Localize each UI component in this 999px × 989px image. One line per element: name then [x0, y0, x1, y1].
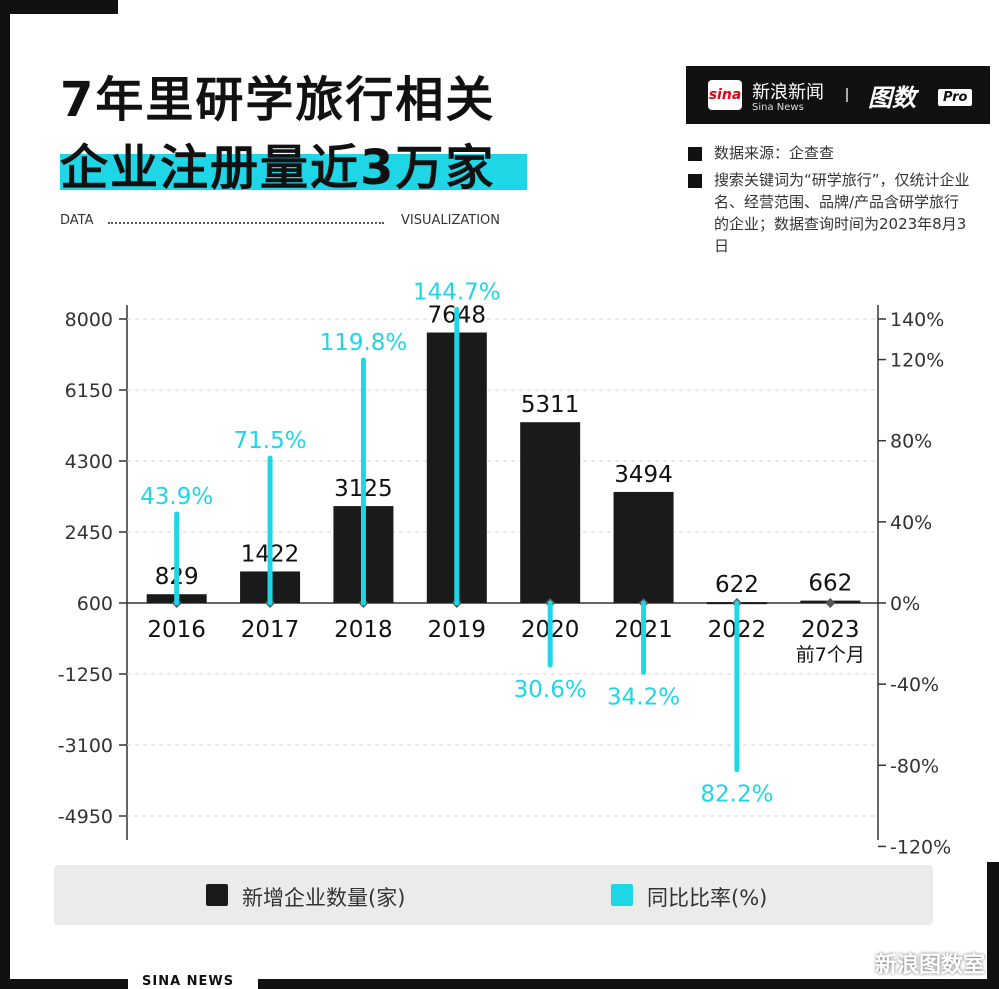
left-tick-label: -1250	[58, 664, 113, 686]
frame-left-bar	[0, 0, 10, 989]
brand-name-cn: 新浪新闻	[752, 82, 824, 103]
left-tick-label: 4300	[65, 451, 113, 473]
visualization-word: VISUALIZATION	[401, 213, 500, 228]
right-tick-label: -40%	[890, 674, 939, 696]
note-text: 搜索关键词为“研学旅行”，仅统计企业名、经营范围、品牌/产品含研学旅行的企业；数…	[714, 171, 970, 255]
bar-value-label: 5311	[521, 392, 580, 418]
legend-swatch-rate	[611, 884, 633, 906]
x-tick-label: 2023	[801, 617, 860, 643]
brand-name-en: Sina News	[752, 102, 804, 113]
baseline-marker	[825, 598, 836, 608]
bar	[613, 491, 674, 603]
bar-value-label: 662	[808, 571, 852, 597]
data-word: DATA	[60, 213, 94, 228]
note-bullet-icon	[688, 174, 702, 188]
rate-value-label: 144.7%	[413, 279, 501, 305]
x-tick-label: 2018	[334, 617, 393, 643]
frame-right-bar	[987, 862, 999, 989]
right-tick-label: -80%	[890, 755, 939, 777]
dotted-divider	[108, 222, 384, 224]
note-bullet-icon	[688, 147, 702, 161]
sina-logo-icon: sina	[708, 80, 742, 110]
product-tag: Pro	[938, 89, 973, 106]
right-tick-label: 120%	[890, 350, 944, 372]
rate-value-label: 71.5%	[234, 428, 307, 454]
legend-swatch-bars	[206, 884, 228, 906]
left-tick-label: 6150	[65, 380, 113, 402]
left-tick-label: -4950	[58, 806, 113, 828]
x-tick-label: 2016	[147, 617, 206, 643]
frame-bottom-gap	[128, 979, 258, 989]
x-tick-label: 2017	[241, 617, 300, 643]
right-tick-label: 140%	[890, 309, 944, 331]
chart-legend: 新增企业数量(家) 同比比率(%)	[54, 865, 933, 925]
bar-value-label: 3494	[614, 462, 673, 488]
bar	[520, 422, 581, 603]
rate-value-label: 82.2%	[700, 782, 773, 808]
x-tick-label: 2019	[428, 617, 487, 643]
brand-banner: sina 新浪新闻 Sina News 图数 Pro	[686, 66, 990, 124]
data-visualization-rule: DATA VISUALIZATION	[60, 213, 500, 231]
rate-value-label: 30.6%	[514, 677, 587, 703]
x-tick-sublabel: 前7个月	[796, 644, 865, 666]
note-keyword: 搜索关键词为“研学旅行”，仅统计企业名、经营范围、品牌/产品含研学旅行的企业；数…	[688, 169, 974, 257]
page-title-line1: 7年里研学旅行相关	[60, 72, 496, 128]
right-tick-label: -120%	[890, 836, 951, 858]
left-tick-label: 600	[77, 593, 113, 615]
rate-value-label: 119.8%	[320, 330, 408, 356]
note-source: 数据来源：企查查	[688, 142, 974, 164]
legend-label-rate: 同比比率(%)	[647, 886, 768, 910]
right-tick-label: 40%	[890, 512, 932, 534]
note-text: 数据来源：企查查	[714, 144, 835, 162]
brand-separator	[846, 88, 848, 102]
page-title-line2: 企业注册量近3万家	[60, 140, 496, 196]
frame-bottom-bar	[0, 979, 999, 989]
product-name: 图数	[868, 84, 916, 112]
left-tick-label: 2450	[65, 522, 113, 544]
rate-value-label: 43.9%	[140, 484, 213, 510]
title-highlight	[60, 154, 527, 190]
left-tick-label: 8000	[65, 309, 113, 331]
frame-top-tab	[0, 0, 118, 14]
footer-label: SINA NEWS	[142, 974, 235, 989]
right-tick-label: 80%	[890, 431, 932, 453]
rate-value-label: 34.2%	[607, 684, 680, 710]
right-tick-label: 0%	[890, 593, 920, 615]
legend-label-bars: 新增企业数量(家)	[242, 886, 406, 910]
bar-value-label: 622	[715, 572, 759, 598]
left-tick-label: -3100	[58, 735, 113, 757]
watermark: 新浪图数室	[874, 953, 985, 978]
